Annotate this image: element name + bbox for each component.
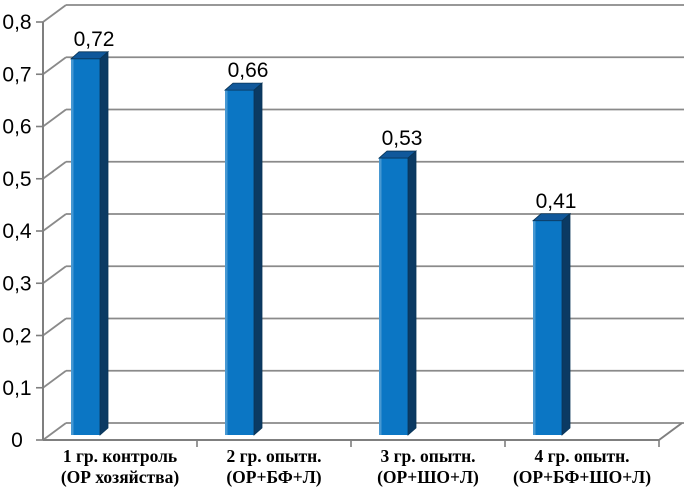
bar-front-face: [225, 90, 254, 436]
x-axis-category-label: 3 гр. опытн. (ОР+ШО+Л): [377, 446, 479, 487]
bar-value-label: 0,53: [382, 127, 423, 150]
bar-highlight-edge: [225, 90, 228, 436]
bar-side-face: [99, 50, 109, 436]
gridline-side-segment: [42, 265, 67, 284]
y-axis-tick-label: 0,4: [2, 220, 32, 243]
gridline-side-segment: [42, 317, 67, 337]
x-axis-category-label: 4 гр. опытн. (ОР+БФ+ШО+Л): [513, 446, 651, 487]
gridline-side-segment: [42, 108, 67, 128]
bar-side-face: [561, 212, 571, 436]
y-axis-tick-label: 0,3: [2, 272, 31, 295]
bar-side-face: [407, 150, 417, 436]
y-axis-tick-label: 0,6: [2, 116, 31, 139]
y-axis-tick-label: 0: [11, 429, 23, 452]
bar-side-face: [253, 82, 263, 436]
gridline-side-segment: [42, 161, 67, 180]
floor-right-edge: [658, 422, 683, 441]
x-axis-category-label: 2 гр. опытн. (ОР+БФ+Л): [226, 446, 321, 487]
y-axis-tick-label: 0,1: [2, 377, 31, 400]
y-axis-tick-label: 0,5: [2, 168, 31, 191]
bar-front-face: [379, 158, 408, 435]
bar-front-face: [71, 58, 100, 436]
bar-value-label: 0,41: [536, 190, 577, 213]
y-axis-tick-label: 0,7: [2, 63, 31, 86]
x-axis-category-label: 1 гр. контроль (ОР хозяйства): [61, 446, 179, 487]
bar-highlight-edge: [379, 158, 382, 435]
bar-front-face: [533, 220, 562, 435]
bar-highlight-edge: [533, 220, 536, 435]
bar-highlight-edge: [71, 58, 74, 436]
bar-value-label: 0,72: [74, 28, 115, 51]
gridline-side-segment: [42, 56, 67, 75]
y-axis-tick-label: 0,8: [2, 11, 31, 34]
y-axis-tick-label: 0,2: [2, 325, 31, 348]
gridline-side-segment: [42, 370, 67, 389]
gridline-side-segment: [42, 213, 67, 232]
gridline-side-segment: [42, 422, 67, 441]
bar-value-label: 0,66: [228, 59, 269, 82]
gridline-side-segment: [42, 4, 67, 23]
